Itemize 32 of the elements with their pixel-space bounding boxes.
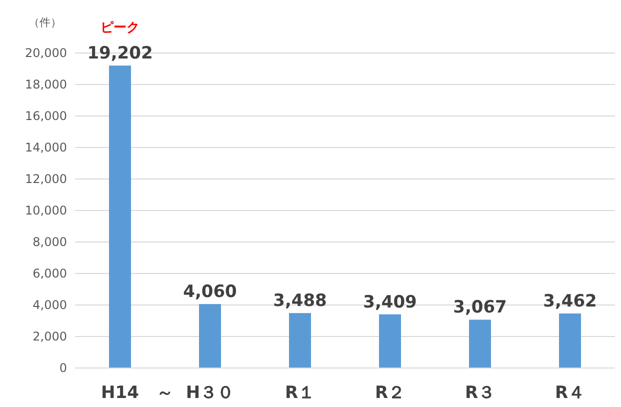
data-label: 3,488: [273, 291, 327, 312]
bar: [199, 304, 221, 368]
annotation: ピーク: [100, 20, 140, 36]
x-tick-label: R２: [374, 383, 406, 403]
y-tick-label: 0: [59, 361, 67, 375]
y-tick-label: 6,000: [32, 266, 67, 280]
bar: [469, 320, 491, 368]
bar: [109, 66, 131, 368]
y-tick-label: 16,000: [25, 109, 67, 123]
bar: [379, 314, 401, 368]
bar: [289, 313, 311, 368]
y-tick-label: 8,000: [32, 235, 67, 249]
y-tick-label: 20,000: [25, 46, 67, 60]
bar: [559, 313, 581, 368]
y-tick-label: 18,000: [25, 78, 67, 92]
y-tick-label: 4,000: [32, 298, 67, 312]
y-tick-label: 12,000: [25, 172, 67, 186]
y-axis-title: （件）: [28, 16, 62, 29]
data-label: 3,409: [363, 292, 417, 312]
x-tick-label: H14: [101, 383, 140, 403]
data-label: 19,202: [87, 44, 153, 64]
x-tick-label: H３０: [186, 383, 234, 403]
y-tick-label: 10,000: [25, 204, 67, 218]
data-label: 3,067: [453, 298, 507, 318]
data-label: 3,462: [543, 291, 597, 312]
x-tick-label: R３: [464, 383, 496, 403]
y-tick-label: 14,000: [25, 140, 67, 154]
x-tick-label: R１: [284, 383, 316, 403]
y-tick-label: 2,000: [32, 330, 67, 344]
x-tick-label: R４: [554, 383, 586, 403]
text: ～: [156, 383, 174, 403]
data-label: 4,060: [183, 282, 238, 302]
